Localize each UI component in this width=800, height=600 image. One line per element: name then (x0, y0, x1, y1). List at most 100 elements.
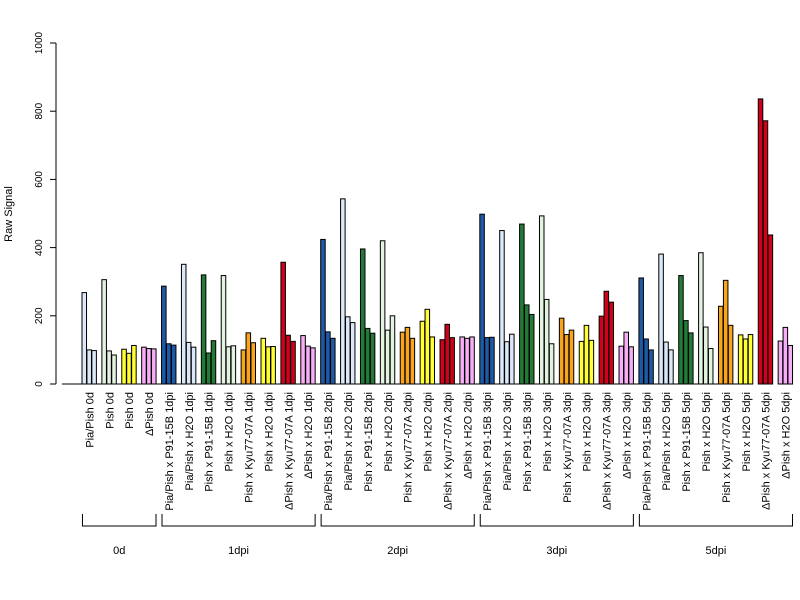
bar (404, 326, 411, 385)
bar (767, 234, 774, 385)
bar (320, 238, 326, 385)
bar (628, 346, 634, 385)
bar (340, 198, 346, 385)
x-tick-label: Pish x P91-15B 3dpi (522, 392, 534, 492)
x-tick-label: Pish 0d (104, 392, 116, 429)
x-tick-label: Pish x H2O 1dpi (224, 392, 236, 471)
bar (345, 316, 351, 385)
group-bracket: 3dpi (479, 514, 634, 557)
group-label: 0d (113, 545, 125, 557)
group-brackets: 0d 1dpi 2dpi 3dpi 5dpi (81, 514, 793, 557)
bar (185, 341, 192, 385)
bar (260, 337, 267, 385)
bar (131, 344, 137, 385)
bar (285, 334, 291, 385)
y-tick-label: 200 (34, 307, 45, 324)
x-tick-label: Pish x P91-15B 2dpi (363, 392, 375, 492)
bar (742, 338, 749, 385)
bar (290, 340, 296, 385)
x-tick-label: ΔPish 0d (144, 392, 156, 436)
bar (369, 332, 376, 385)
bar (111, 354, 117, 385)
bar (504, 341, 510, 385)
group-label: 1dpi (228, 545, 249, 557)
bar (558, 317, 565, 385)
bars (81, 98, 794, 385)
bar (91, 350, 97, 385)
bar (588, 339, 595, 385)
bar (737, 334, 744, 385)
bar (305, 345, 311, 385)
bar (777, 340, 784, 385)
bar (727, 324, 734, 385)
bar (250, 342, 257, 385)
bar (424, 308, 431, 385)
x-tick-label: ΔPish x H2O 2dpi (462, 392, 474, 479)
bar (349, 322, 356, 385)
bar (101, 279, 107, 385)
x-tick-label: Pish x Kyu77-07A 3dpi (562, 392, 574, 503)
bar (598, 315, 605, 385)
bar (310, 347, 316, 385)
bar (717, 305, 724, 385)
bar (722, 279, 729, 385)
bar (170, 344, 177, 385)
bar (703, 326, 709, 385)
bar (330, 337, 336, 385)
bar (623, 331, 629, 385)
bar (668, 349, 674, 385)
bar (444, 323, 450, 385)
x-tick-label: Pish x H2O 2dpi (423, 392, 435, 471)
bar (325, 331, 331, 385)
bar (81, 292, 88, 385)
bar (688, 332, 694, 385)
bar (230, 345, 237, 385)
bracket-line (638, 514, 793, 527)
bar (678, 275, 684, 385)
x-tick-labels: Pia/Pish 0d Pish 0d Pish 0d ΔPish 0d Pia/Pis… (84, 392, 792, 511)
bar (165, 343, 172, 385)
bar (225, 346, 232, 385)
y-axis: 0 200 400 600 800 1000 (34, 31, 57, 387)
x-tick-label: Pish x H2O 2dpi (383, 392, 395, 471)
bar (648, 349, 654, 385)
x-tick-label: Pia/Pish x H2O 1dpi (184, 392, 196, 490)
bar (200, 274, 207, 385)
bar (459, 336, 465, 385)
x-tick-label: ΔPish x Kyu77-07A 1dpi (283, 392, 295, 510)
x-tick-label: Pia/Pish x H2O 5dpi (661, 392, 673, 490)
bar (663, 341, 669, 385)
bracket-line (320, 514, 475, 527)
y-tick-label: 0 (34, 381, 45, 387)
x-tick-label: Pish x H2O 3dpi (582, 392, 594, 471)
bar (583, 324, 590, 385)
bar (399, 331, 406, 385)
bar (603, 290, 610, 385)
x-tick-label: Pia/Pish x P91-15B 3dpi (482, 392, 494, 511)
bar (578, 340, 585, 385)
bar (359, 248, 366, 385)
bar (449, 337, 455, 385)
bar (151, 348, 157, 385)
x-tick-label: ΔPish x H2O 1dpi (303, 392, 315, 479)
bar (429, 336, 436, 385)
group-label: 2dpi (387, 545, 408, 557)
bar (568, 329, 575, 385)
bar (300, 335, 306, 385)
bar (489, 336, 495, 385)
y-tick-label: 800 (34, 102, 45, 119)
bar (464, 337, 470, 385)
bar (528, 313, 535, 385)
bar (240, 349, 247, 385)
bar (787, 344, 794, 385)
group-label: 3dpi (546, 545, 567, 557)
bar (698, 252, 704, 385)
y-tick-label: 400 (34, 239, 45, 256)
bar (419, 320, 426, 385)
x-tick-label: Pia/Pish 0d (84, 392, 96, 448)
bar (210, 340, 217, 385)
x-tick-label: Pish x P91-15B 1dpi (204, 392, 216, 492)
x-tick-label: ΔPish x H2O 5dpi (781, 392, 793, 479)
bar (643, 338, 649, 385)
